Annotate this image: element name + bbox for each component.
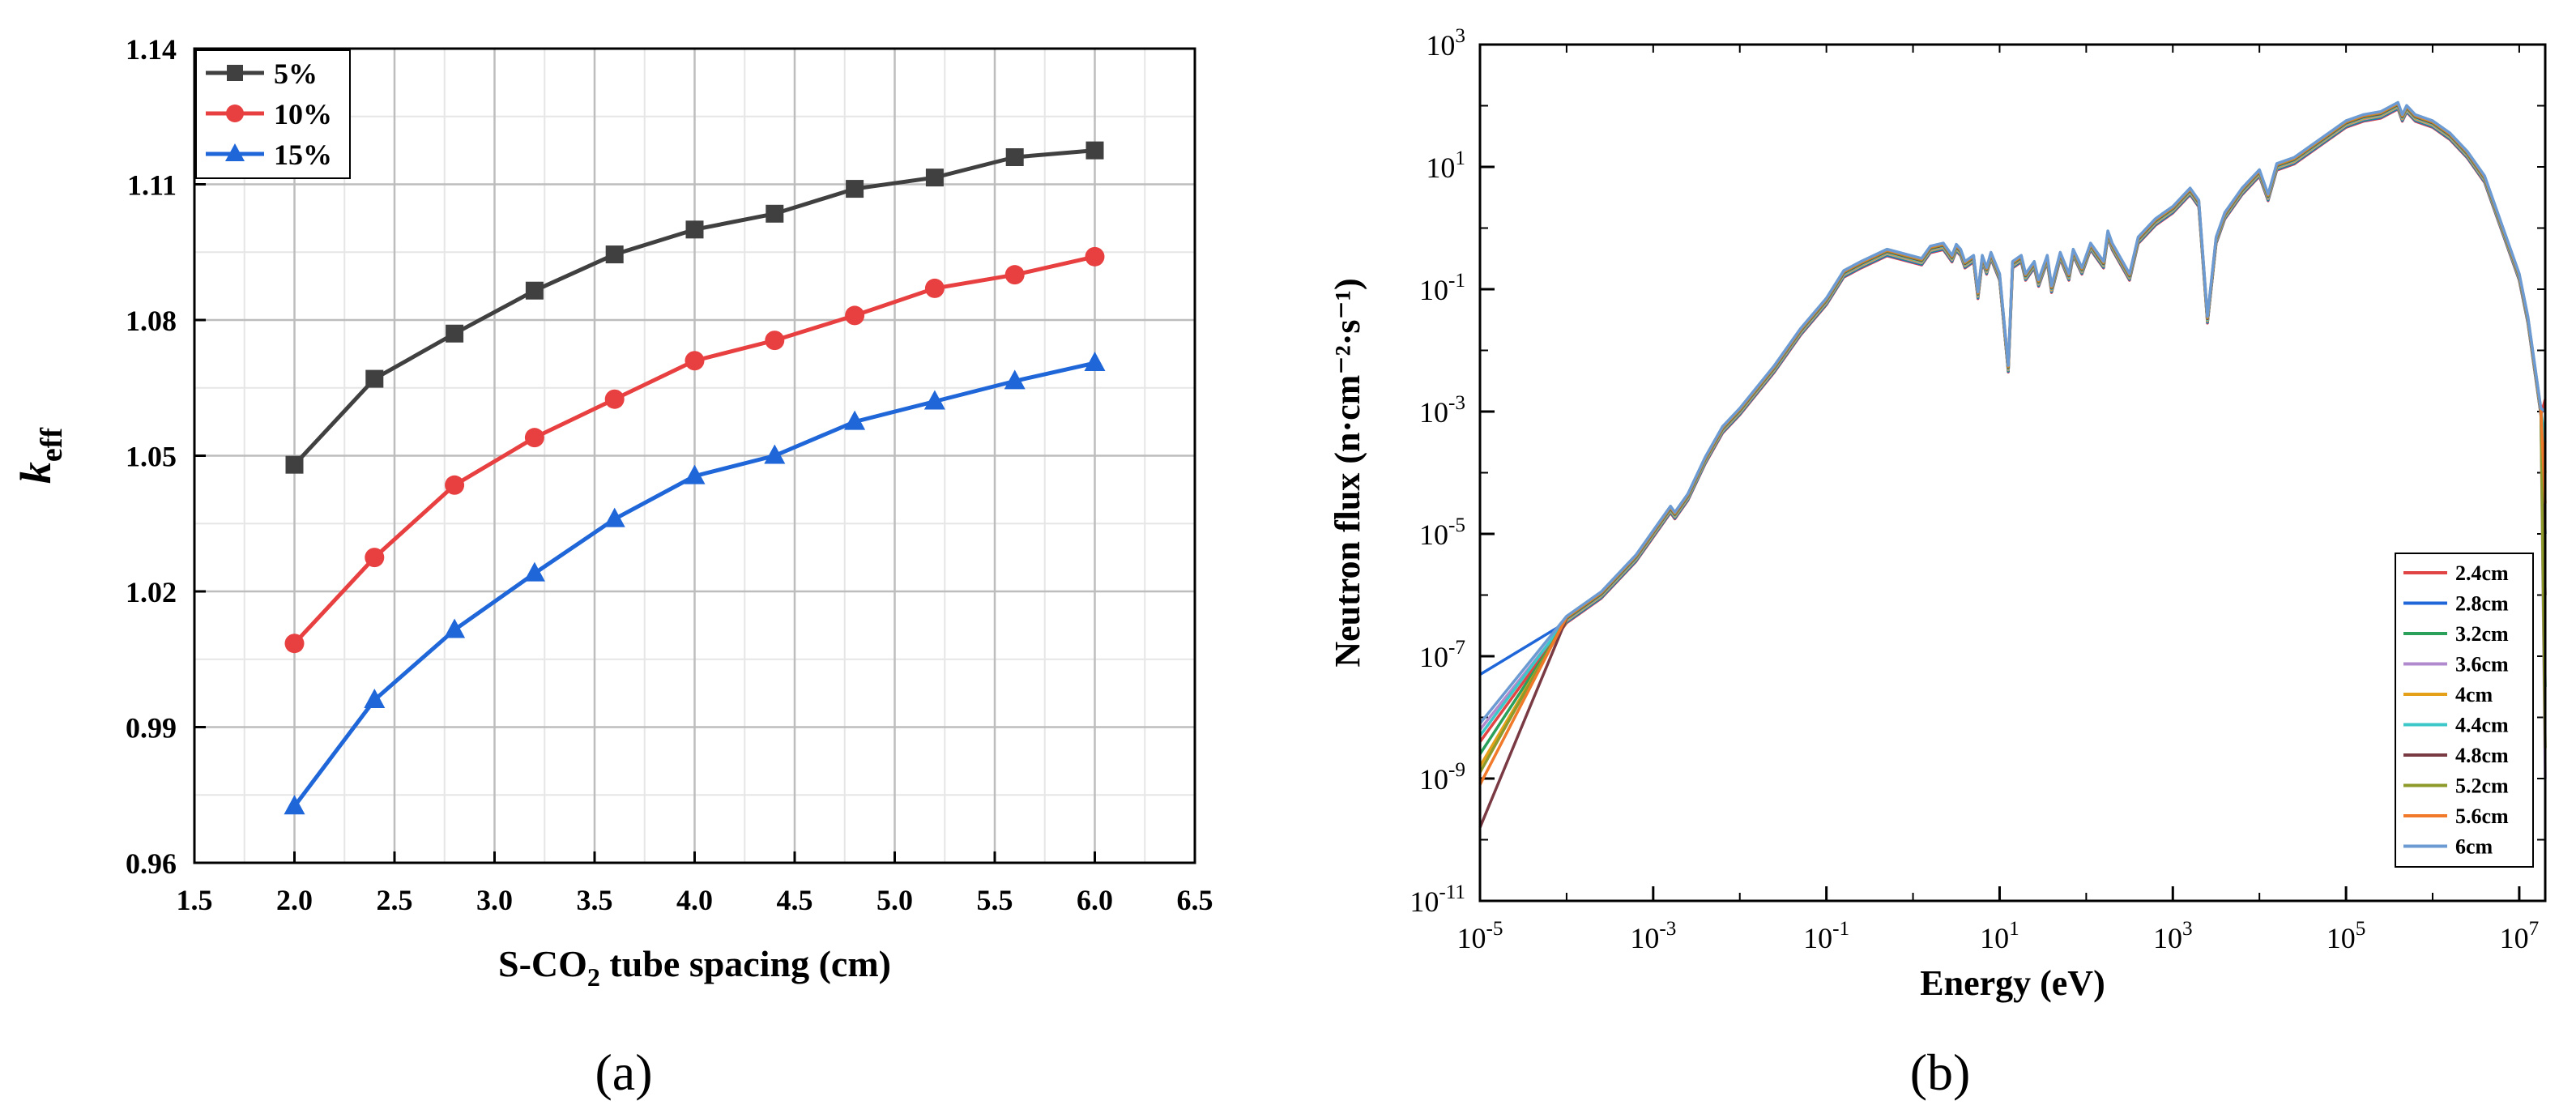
data-point (365, 548, 385, 568)
legend-label: 4.8cm (2455, 744, 2509, 767)
data-point (1085, 141, 1104, 160)
legend-marker (227, 65, 243, 81)
x-tick-label: 2.0 (276, 884, 313, 916)
legend-label: 5% (274, 58, 318, 90)
y-axis-title: Neutron flux (n·cm⁻²·s⁻¹) (1328, 278, 1367, 667)
y-tick-label: 1.14 (126, 33, 177, 66)
x-tick-label: 4.5 (777, 884, 813, 916)
data-point (685, 351, 705, 371)
data-point (684, 464, 706, 484)
panel-a-keff-chart: 1.5 2.0 2.5 3.0 3.5 4.0 4.5 5.0 5.5 6.0 6.5 0.96 0.9… (11, 33, 1213, 992)
legend-label: 4.4cm (2455, 714, 2509, 737)
legend: 5% 10% 15% (195, 49, 351, 179)
x-axis-title: S-CO2 tube spacing (cm) (498, 943, 891, 992)
data-point (605, 245, 624, 264)
plot-frame (1478, 43, 2547, 903)
y-tick-label: 101 (1426, 147, 1465, 184)
y-tick-label: 10-7 (1419, 637, 1465, 673)
data-point (603, 507, 625, 527)
y-tick-label: 0.96 (126, 847, 177, 880)
x-tick-label: 10-3 (1630, 918, 1676, 954)
data-point (845, 305, 865, 326)
data-point (846, 180, 864, 198)
data-point (284, 795, 305, 815)
legend-label: 10% (274, 98, 332, 130)
data-point (923, 390, 945, 410)
data-point (604, 389, 625, 409)
data-point (1005, 148, 1024, 166)
data-point (765, 331, 785, 351)
legend-label: 3.6cm (2455, 653, 2509, 676)
legend-marker (226, 105, 244, 122)
data-point (524, 428, 544, 448)
x-tick-label: 6.0 (1077, 884, 1113, 916)
data-point (844, 410, 866, 430)
legend-label: 5.6cm (2455, 804, 2509, 828)
x-tick-label: 3.0 (476, 884, 513, 916)
legend: 2.4cm 2.8cm 3.2cm 3.6cm 4cm 4.4cm 4.8cm 5.2cm 5.… (2395, 553, 2534, 868)
data-point (1004, 265, 1025, 285)
legend-marker (225, 143, 245, 161)
x-tick-label: 10-5 (1457, 918, 1503, 954)
data-point (764, 444, 786, 464)
x-tick-label: 6.5 (1177, 884, 1213, 916)
panel-b-neutron-flux-chart: 10-5 10-3 10-1 101 103 105 107 103 101 10-1 10-3 10… (1328, 25, 2547, 1003)
y-tick-label: 10-11 (1410, 881, 1465, 918)
legend-label: 3.2cm (2455, 622, 2509, 646)
legend-label: 4cm (2455, 683, 2493, 706)
data-point (924, 278, 945, 298)
data-point (766, 204, 784, 223)
x-tick-label: 101 (1980, 918, 2019, 954)
x-tick-label: 1.5 (177, 884, 213, 916)
data-point (1085, 246, 1105, 267)
y-tick-label: 0.99 (126, 712, 177, 745)
panel-b-label: (b) (1910, 1043, 1971, 1101)
y-tick-label: 10-5 (1419, 514, 1465, 551)
x-tick-label: 5.5 (977, 884, 1013, 916)
legend-label: 2.8cm (2455, 592, 2509, 616)
x-tick-label: 105 (2327, 918, 2366, 954)
data-point (925, 169, 944, 187)
x-tick-label: 10-1 (1803, 918, 1849, 954)
data-point (285, 455, 304, 474)
y-tick-label: 1.05 (126, 441, 177, 473)
x-tick-label: 103 (2153, 918, 2193, 954)
x-tick-label: 4.0 (676, 884, 713, 916)
data-point (364, 689, 386, 708)
y-tick-label: 103 (1426, 25, 1465, 62)
data-point (523, 561, 545, 582)
legend-label: 15% (274, 139, 332, 171)
y-tick-label: 10-9 (1419, 759, 1465, 796)
x-tick-label: 5.0 (876, 884, 913, 916)
x-tick-label: 2.5 (377, 884, 413, 916)
data-point (445, 475, 465, 495)
x-tick-label: 3.5 (577, 884, 613, 916)
x-tick-label: 107 (2500, 918, 2540, 954)
legend-label: 6cm (2455, 835, 2493, 859)
data-point (365, 369, 384, 388)
series-line-6cm (1478, 100, 2547, 725)
data-point (1084, 352, 1106, 372)
y-tick-label: 10-1 (1419, 270, 1465, 306)
data-point (284, 634, 305, 654)
y-axis-title: keff (11, 427, 69, 484)
plot-area (1480, 45, 2545, 901)
y-tick-label: 10-3 (1419, 392, 1465, 429)
data-point (1004, 369, 1026, 390)
data-point (685, 220, 704, 239)
legend-label: 2.4cm (2455, 561, 2509, 585)
y-tick-label: 1.11 (127, 169, 177, 202)
data-point (525, 281, 544, 300)
y-tick-label: 1.08 (126, 305, 177, 337)
x-axis-title: Energy (eV) (1920, 963, 2105, 1003)
data-point (444, 618, 466, 638)
data-point (446, 324, 464, 343)
panel-a-label: (a) (595, 1043, 652, 1101)
legend-label: 5.2cm (2455, 774, 2509, 798)
y-tick-label: 1.02 (126, 576, 177, 608)
